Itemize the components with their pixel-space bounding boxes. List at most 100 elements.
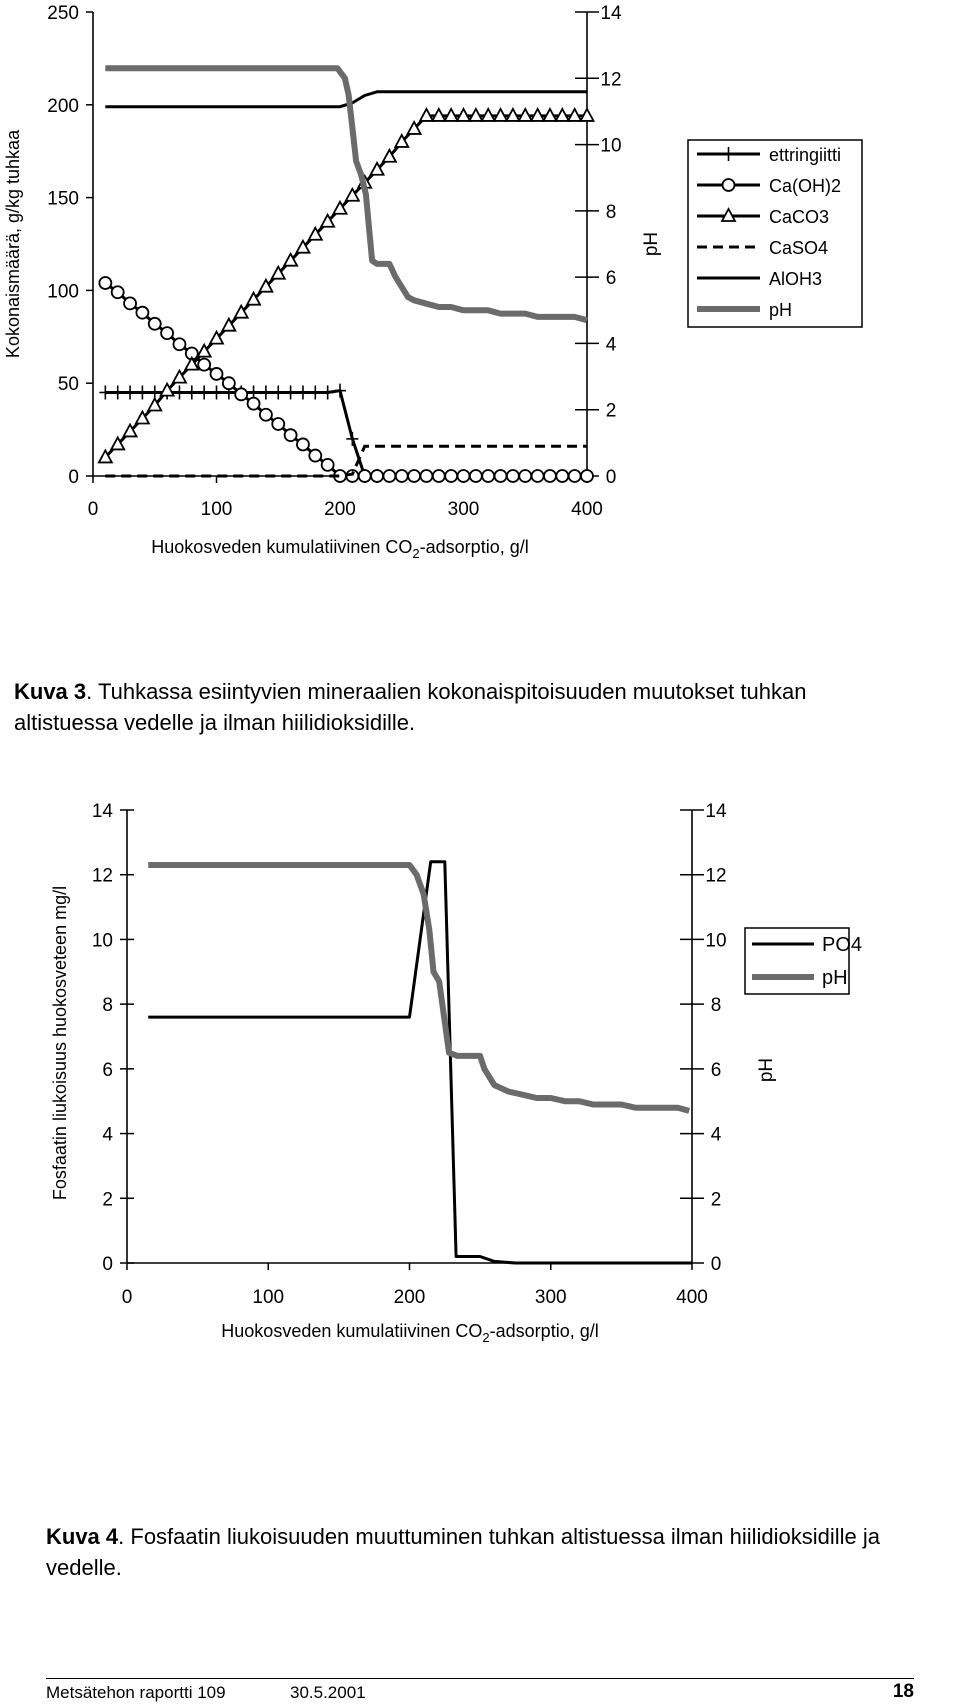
data-point xyxy=(258,407,273,422)
y-tick-label: 100 xyxy=(47,281,79,302)
data-point xyxy=(357,469,372,483)
x-tick-label: 100 xyxy=(252,1287,284,1308)
legend: PO4 pH xyxy=(744,927,862,995)
legend-item: pH xyxy=(697,300,792,320)
data-point xyxy=(307,225,324,241)
y-tick-label: 50 xyxy=(58,374,79,395)
series-line xyxy=(105,389,587,478)
data-point xyxy=(160,326,175,340)
x-tick-label: 400 xyxy=(676,1287,708,1308)
footer-page: 18 xyxy=(892,1681,914,1702)
x-tick-label: 300 xyxy=(535,1287,567,1308)
legend-item: PO4 xyxy=(752,934,862,956)
data-point xyxy=(282,251,299,267)
y-tick-label: 2 xyxy=(102,1189,113,1210)
data-point xyxy=(246,396,261,411)
y-tick-label: 4 xyxy=(102,1125,113,1146)
data-point xyxy=(394,469,409,483)
data-point xyxy=(419,469,434,483)
data-point xyxy=(134,409,151,425)
legend-label: CaSO4 xyxy=(769,238,828,258)
data-point xyxy=(578,107,596,122)
x-tick-label: 200 xyxy=(324,499,356,520)
data-point xyxy=(530,469,545,483)
series-ettringiitti xyxy=(99,383,593,483)
data-point xyxy=(456,469,471,483)
data-point xyxy=(580,469,594,483)
x-axis-label-text: -adsorptio, g/l xyxy=(420,537,529,557)
data-point xyxy=(504,107,521,122)
data-point xyxy=(183,355,200,371)
legend-item: AlOH3 xyxy=(697,269,822,289)
y-tick-label: 150 xyxy=(47,189,79,210)
data-point xyxy=(331,199,349,215)
legend-label: pH xyxy=(769,300,792,320)
legend-item: CaSO4 xyxy=(697,238,828,258)
y2-tick-label: 10 xyxy=(705,930,726,951)
y-tick-label: 10 xyxy=(92,930,113,951)
data-point xyxy=(468,469,483,483)
footer-rule xyxy=(46,1678,914,1679)
y-tick-label: 8 xyxy=(102,995,113,1016)
data-point xyxy=(518,469,533,483)
series-ph xyxy=(148,862,691,1114)
data-point xyxy=(506,469,520,483)
chart2-caption-label: Kuva 4 xyxy=(46,1524,119,1549)
data-point xyxy=(257,277,274,293)
data-point xyxy=(197,357,212,372)
y2-tick-label: 12 xyxy=(705,866,726,887)
series-line xyxy=(105,65,588,324)
legend-item: Ca(OH)2 xyxy=(697,176,841,196)
legend-item: pH xyxy=(752,967,848,989)
data-point xyxy=(444,469,459,483)
data-point xyxy=(135,305,150,320)
legend-marker xyxy=(721,178,736,192)
data-point xyxy=(209,367,224,381)
data-point xyxy=(147,316,162,331)
data-point xyxy=(294,238,311,254)
data-point xyxy=(233,303,250,319)
legend-box xyxy=(687,139,863,328)
series-line xyxy=(105,90,587,109)
data-point xyxy=(97,448,114,464)
chart2-caption: Kuva 4. Fosfaatin liukoisuuden muuttumin… xyxy=(46,1521,886,1583)
data-point xyxy=(283,428,298,443)
data-point xyxy=(517,107,534,122)
series-po4 xyxy=(148,860,692,1265)
data-point xyxy=(393,133,410,148)
data-point xyxy=(443,107,460,122)
data-point xyxy=(493,469,508,483)
data-point xyxy=(159,381,176,397)
series-aloh3 xyxy=(105,90,587,109)
series-line xyxy=(105,444,587,478)
data-point xyxy=(122,422,139,438)
legend-label: PO4 xyxy=(822,934,862,956)
legend-label: ettringiitti xyxy=(769,145,841,165)
y-tick-label: 6 xyxy=(102,1060,113,1081)
data-point xyxy=(566,107,583,122)
y-tick-label: 200 xyxy=(47,96,79,117)
data-point xyxy=(245,290,262,306)
x-axis-label-text: -adsorptio, g/l xyxy=(490,1321,599,1341)
data-point xyxy=(308,448,323,463)
legend-label: AlOH3 xyxy=(769,269,822,289)
legend-label: pH xyxy=(822,967,848,989)
data-point xyxy=(370,469,384,483)
data-point xyxy=(221,376,236,391)
data-point xyxy=(492,107,509,122)
y2-tick-label: 8 xyxy=(606,202,617,223)
x-axis-label-sub: 2 xyxy=(412,546,419,561)
series-line xyxy=(148,862,691,1114)
y-axis-label: Kokonaismäärä, g/kg tuhkaa xyxy=(3,129,23,358)
data-point xyxy=(208,329,225,345)
footer: Metsätehon raportti 109 30.5.2001 18 xyxy=(46,1681,914,1707)
data-point xyxy=(431,469,446,483)
legend: ettringiitti Ca(OH)2 CaCO3 CaSO4 AlOH3 pH xyxy=(687,139,863,328)
data-point xyxy=(344,186,361,202)
x-tick-label: 200 xyxy=(394,1287,426,1308)
chart1-caption-text: . Tuhkassa esiintyvien mineraalien kokon… xyxy=(14,679,807,735)
y2-tick-label: 2 xyxy=(606,401,617,422)
footer-date: 30.5.2001 xyxy=(290,1683,366,1702)
data-point xyxy=(430,107,447,122)
